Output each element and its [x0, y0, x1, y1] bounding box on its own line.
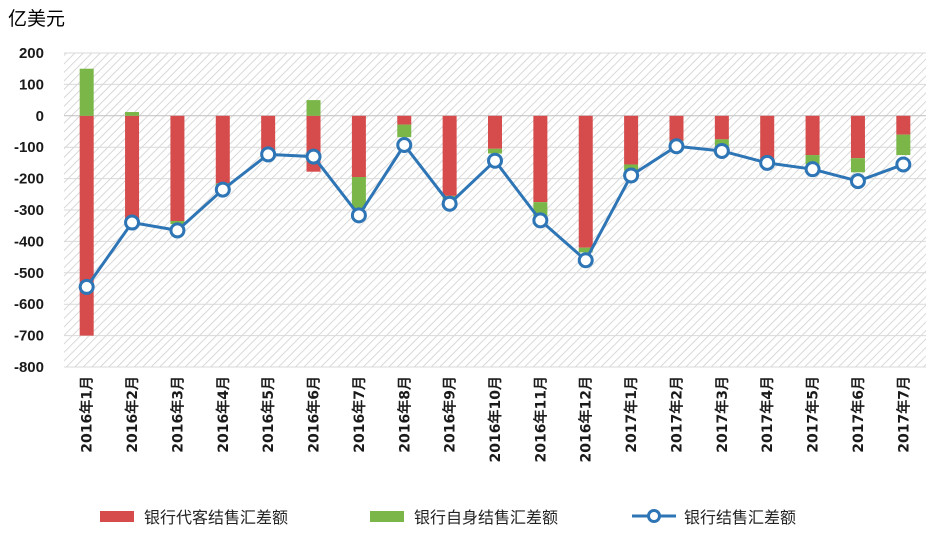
y-tick-label: -400	[14, 233, 44, 250]
chart-canvas: 2001000-100-200-300-400-500-600-700-800 …	[14, 45, 926, 462]
x-tick-label: 2017年3月	[714, 376, 731, 453]
bar-agent	[805, 115, 820, 156]
legend-swatch-total	[632, 509, 676, 523]
x-tick-label: 2017年5月	[805, 376, 822, 453]
y-tick-label: -200	[14, 171, 44, 188]
x-axis-ticks: 2016年1月 2016年2月 2016年3月 2016年4月 2016年5月 2016年…	[79, 376, 913, 462]
point-total	[759, 154, 776, 171]
x-tick-label: 2017年7月	[895, 376, 912, 453]
gridlines	[64, 52, 926, 368]
point-total	[350, 207, 367, 224]
bar-agent	[488, 115, 502, 149]
y-tick-label: 0	[36, 108, 44, 125]
bar-self	[79, 68, 94, 116]
point-total	[260, 146, 277, 163]
bar-agent	[533, 115, 548, 203]
bar-agent	[351, 115, 366, 178]
y-tick-label: -300	[14, 202, 44, 219]
x-tick-label: 2016年9月	[442, 376, 459, 453]
point-total	[532, 212, 549, 229]
bar-agent	[669, 115, 684, 141]
x-tick-label: 2016年6月	[306, 376, 323, 453]
x-tick-label: 2016年12月	[578, 376, 595, 462]
bar-agent	[442, 115, 457, 196]
bar-agent	[261, 115, 276, 152]
bar-agent	[170, 115, 185, 221]
legend-label-agent: 银行代客结售汇差额	[144, 508, 289, 527]
y-axis-ticks: 200 100 0 -100 -200 -300 -400 -500 -600 -700 -800	[14, 45, 44, 376]
line-series	[78, 137, 912, 295]
point-total	[895, 156, 912, 173]
x-tick-label: 2016年10月	[487, 376, 504, 462]
bar-agent	[397, 115, 412, 125]
point-total	[487, 152, 503, 169]
y-tick-label: -600	[14, 296, 44, 313]
bar-agent	[215, 115, 230, 184]
legend-swatch-self	[370, 510, 404, 522]
point-total	[214, 181, 231, 198]
legend: 银行代客结售汇差额 银行自身结售汇差额 银行结售汇差额	[100, 504, 900, 534]
legend-label-total: 银行结售汇差额	[684, 508, 797, 527]
legend-item-total: 银行结售汇差额	[632, 504, 796, 528]
point-total	[396, 137, 413, 154]
point-total	[78, 278, 95, 295]
x-tick-label: 2016年4月	[215, 376, 232, 453]
point-total	[169, 222, 186, 239]
bar-self	[578, 247, 593, 253]
y-tick-label: -800	[14, 359, 44, 376]
y-tick-label: 100	[19, 76, 44, 93]
x-tick-label: 2017年6月	[850, 376, 867, 453]
bar-agent	[850, 115, 865, 159]
bar-self	[306, 100, 321, 116]
x-tick-label: 2016年7月	[351, 376, 368, 453]
y-tick-label: -500	[14, 265, 44, 282]
bar-self	[397, 124, 412, 138]
point-total	[713, 142, 730, 159]
bar-agent	[714, 115, 729, 140]
point-total	[124, 214, 141, 231]
bar-self	[125, 112, 140, 116]
x-tick-label: 2016年11月	[532, 376, 549, 462]
point-total	[804, 161, 821, 178]
bar-agent	[578, 115, 593, 248]
bar-agent	[79, 115, 94, 336]
legend-item-agent: 银行代客结售汇差额	[100, 504, 288, 528]
x-tick-label: 2016年1月	[79, 376, 96, 453]
x-tick-label: 2017年1月	[623, 376, 640, 453]
bar-self	[488, 148, 502, 154]
x-tick-label: 2017年4月	[759, 376, 776, 453]
legend-label-self: 银行自身结售汇差额	[414, 508, 559, 527]
x-tick-label: 2016年5月	[260, 376, 277, 453]
point-total	[623, 167, 640, 184]
bar-self	[805, 155, 820, 165]
y-tick-label: -100	[14, 139, 44, 156]
y-axis-unit-label: 亿美元	[8, 8, 66, 30]
y-tick-label: -700	[14, 328, 44, 345]
y-tick-label: 200	[19, 45, 44, 62]
x-tick-label: 2016年3月	[169, 376, 186, 453]
bar-self	[850, 158, 865, 173]
bar-self	[533, 202, 548, 217]
point-total	[305, 148, 322, 165]
point-total	[849, 173, 866, 190]
legend-swatch-agent	[100, 510, 134, 522]
bar-agent	[125, 115, 140, 221]
bar-self	[896, 134, 911, 156]
legend-item-self: 银行自身结售汇差额	[370, 504, 558, 528]
point-total	[668, 138, 685, 155]
x-tick-label: 2016年2月	[124, 376, 141, 453]
bar-agent	[896, 115, 911, 135]
x-tick-label: 2016年8月	[396, 376, 413, 453]
x-tick-label: 2017年2月	[668, 376, 685, 453]
point-total	[577, 252, 594, 269]
bar-agent	[624, 115, 639, 165]
bar-self	[351, 177, 366, 209]
bar-agent	[760, 115, 775, 160]
point-total	[441, 195, 458, 212]
